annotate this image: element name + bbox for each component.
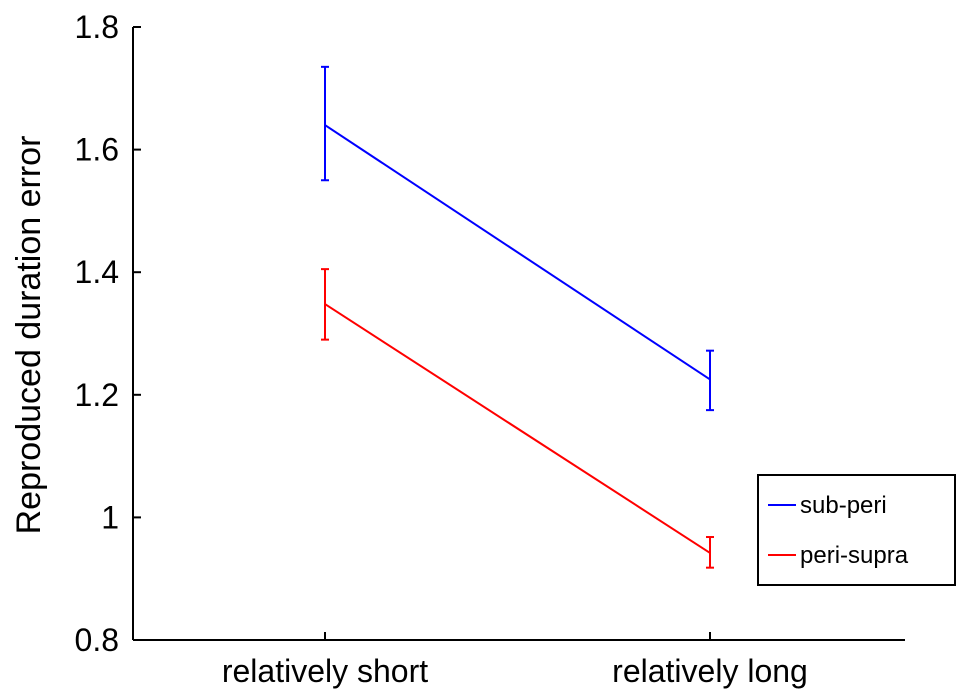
- y-tick-label: 1.8: [75, 9, 119, 45]
- legend-box: [757, 474, 956, 586]
- y-axis-title: Reproduced duration error: [10, 136, 48, 535]
- legend-label: sub-peri: [800, 492, 887, 519]
- legend-label: peri-supra: [800, 542, 909, 569]
- x-tick-label: relatively long: [612, 653, 808, 689]
- y-ticks: 0.8 1 1.2 1.4 1.6 1.8: [75, 9, 141, 658]
- y-tick-label: 1: [101, 499, 119, 535]
- y-tick-label: 0.8: [75, 622, 119, 658]
- x-tick-label: relatively short: [222, 653, 428, 689]
- legend: sub-peri peri-supra: [757, 474, 956, 586]
- series-layer: [321, 65, 714, 569]
- y-tick-label: 1.6: [75, 132, 119, 168]
- y-tick-label: 1.2: [75, 377, 119, 413]
- legend-items: sub-peri peri-supra: [768, 492, 909, 569]
- y-tick-label: 1.4: [75, 254, 119, 290]
- axes: [132, 27, 905, 641]
- series-line: [324, 303, 711, 554]
- x-ticks: relatively short relatively long: [222, 632, 808, 689]
- series-line: [324, 124, 711, 381]
